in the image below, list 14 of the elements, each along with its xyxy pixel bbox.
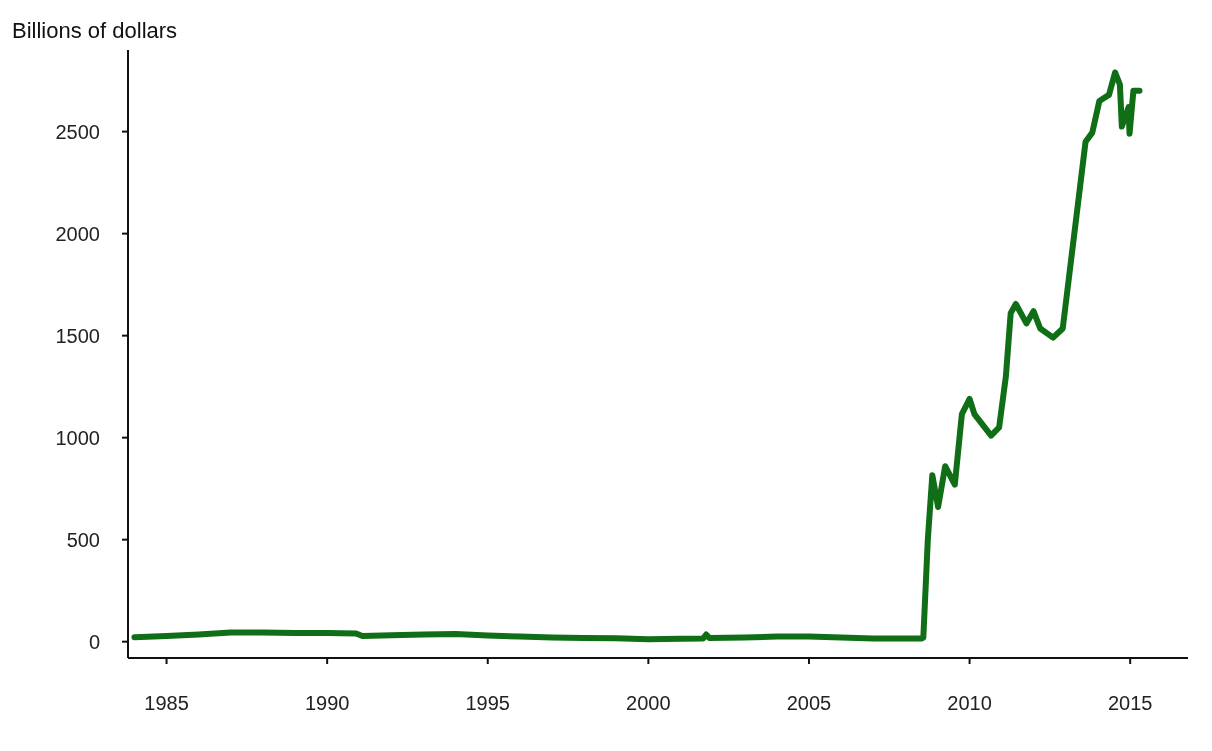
x-tick-label: 2010 xyxy=(947,692,992,715)
x-tick-label: 1985 xyxy=(144,692,189,715)
y-tick-label: 1500 xyxy=(55,324,100,347)
y-tick-label: 0 xyxy=(88,630,100,653)
y-tick-label: 1000 xyxy=(55,426,100,449)
y-tick-label: 500 xyxy=(66,528,100,551)
x-tick-label: 1990 xyxy=(304,692,350,715)
x-tick-label: 2005 xyxy=(786,692,832,715)
x-tick-label: 1995 xyxy=(465,692,511,715)
y-tick-label: 2000 xyxy=(55,222,100,245)
y-tick-label: 2500 xyxy=(55,120,100,143)
x-tick-label: 2000 xyxy=(626,692,671,715)
y-axis-title: Billions of dollars xyxy=(12,18,178,44)
x-tick-label: 2015 xyxy=(1107,692,1153,715)
